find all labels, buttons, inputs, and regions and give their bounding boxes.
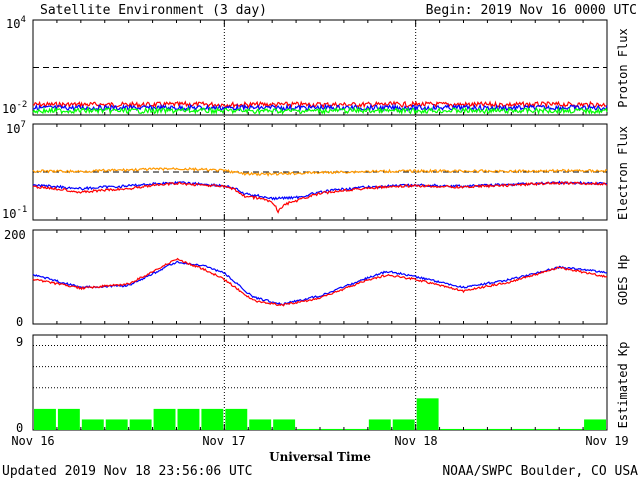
proton-ylabel: Proton Flux: [616, 28, 630, 107]
kp-bar: [560, 428, 583, 430]
kp-bar: [464, 428, 487, 430]
kp-bar: [225, 408, 248, 430]
xtick-nov17: Nov 17: [202, 434, 245, 448]
kp-bar: [57, 408, 80, 430]
xtick-nov16: Nov 16: [11, 434, 54, 448]
kp-bar: [273, 419, 296, 430]
kp-bar: [368, 419, 391, 430]
electron-ytick-top: 107: [6, 120, 26, 136]
xtick-nov18: Nov 18: [394, 434, 437, 448]
credit: NOAA/SWPC Boulder, CO USA: [442, 464, 638, 479]
kp-bar: [488, 428, 511, 430]
kp-bar: [105, 419, 128, 430]
kp-bar: [81, 419, 104, 430]
chart-title: Satellite Environment (3 day): [40, 3, 267, 18]
series-red-line: [32, 257, 608, 307]
kp-bar: [344, 428, 367, 430]
updated-time: Updated 2019 Nov 18 23:56:06 UTC: [2, 464, 252, 479]
electron-ytick-bottom: 10-1: [2, 205, 27, 221]
goes-hp-panel: [32, 257, 608, 307]
kp-ylabel: Estimated Kp: [616, 342, 630, 429]
series-orange-line: [32, 166, 608, 177]
electron-flux-panel: [32, 166, 608, 214]
hp-ylabel: GOES Hp: [616, 255, 630, 306]
series-red-line: [32, 181, 608, 214]
hp-ytick-top: 200: [4, 228, 26, 242]
xtick-nov19: Nov 19: [585, 434, 628, 448]
proton-ytick-top: 104: [6, 15, 26, 31]
kp-ytick-bottom: 0: [16, 421, 23, 435]
hp-ytick-bottom: 0: [16, 315, 23, 329]
proton-flux-panel: [32, 67, 608, 116]
day-dividers: [223, 20, 417, 430]
kp-bar: [153, 408, 176, 430]
kp-bar: [536, 428, 559, 430]
kp-bar: [201, 408, 224, 430]
kp-bar: [177, 408, 200, 430]
kp-bar: [34, 408, 56, 430]
kp-bar: [321, 428, 343, 430]
kp-bar: [392, 419, 415, 430]
kp-bar: [416, 398, 439, 430]
kp-bar: [249, 419, 272, 430]
x-axis-label: Universal Time: [269, 450, 371, 464]
electron-ylabel: Electron Flux: [616, 126, 630, 220]
kp-bar: [440, 428, 463, 430]
kp-bar: [584, 419, 606, 430]
proton-ytick-bottom: 10-2: [2, 100, 27, 116]
series-red-line: [32, 100, 608, 110]
series-green-line: [32, 105, 608, 116]
kp-bar: [297, 428, 319, 430]
estimated-kp-panel: [33, 345, 607, 430]
kp-bar: [129, 419, 152, 430]
kp-ytick-top: 9: [16, 335, 23, 349]
kp-bar: [512, 428, 535, 430]
begin-time: Begin: 2019 Nov 16 0000 UTC: [426, 3, 637, 18]
